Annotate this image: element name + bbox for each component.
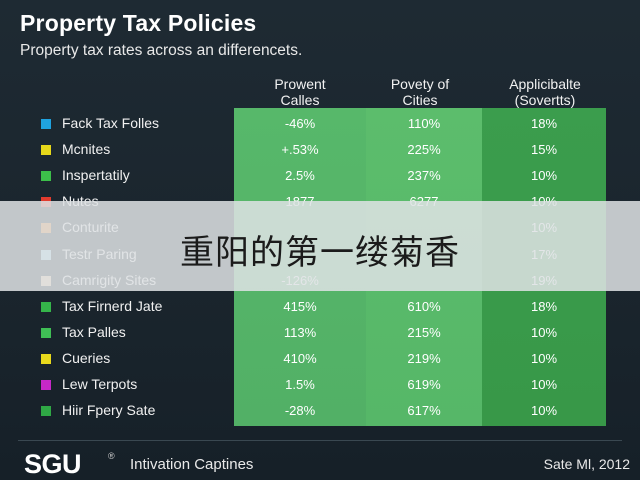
footer-logo-mark: ® (108, 451, 115, 461)
table-row: Mcnites +.53% 225% 15% (0, 137, 640, 163)
row-value-col-3: 10% (530, 168, 558, 184)
legend-bullet-icon (41, 406, 51, 417)
row-label: Lew Terpots (62, 376, 138, 392)
footer-divider (18, 440, 622, 441)
column-header-1-line2: Calles (280, 92, 320, 108)
legend-bullet-icon (41, 119, 51, 129)
row-label: Tax Firnerd Jate (62, 297, 163, 314)
legend-bullet-icon (41, 380, 51, 390)
row-value-col-3: 10% (530, 324, 558, 340)
row-value-col-2: 610% (407, 298, 441, 314)
row-value-col-1: 113% (283, 324, 317, 340)
overlay-banner: 重阳的第一缕菊香 (0, 201, 640, 291)
row-label: Inspertatily (62, 167, 130, 184)
column-header-3: Applicibalte (Sovertts) (486, 76, 604, 108)
row-value-col-1: 415% (283, 298, 317, 314)
table-row: Lew Terpots 1.5% 619% 10% (0, 372, 640, 398)
row-value-col-3: 10% (530, 403, 558, 419)
table-row: Inspertatily 2.5% 237% 10% (0, 163, 640, 189)
row-value-col-2: 237% (407, 168, 441, 184)
row-value-col-1: +.53% (281, 142, 319, 158)
page-title: Property Tax Policies (20, 10, 257, 36)
row-value-col-2: 110% (407, 116, 441, 131)
row-label: Fack Tax Folles (62, 115, 159, 131)
row-value-col-3: 18% (530, 298, 558, 314)
row-label: Tax Palles (62, 323, 126, 340)
row-label: Mcnites (62, 141, 111, 158)
row-value-col-3: 15% (530, 142, 558, 158)
row-value-col-3: 10% (530, 350, 558, 366)
table-row: Fack Tax Folles -46% 110% 18% (0, 111, 640, 137)
row-value-col-3: 10% (530, 377, 558, 392)
row-value-col-3: 18% (530, 116, 558, 131)
legend-bullet-icon (41, 301, 51, 312)
footer-logo: SGU (24, 449, 82, 479)
overlay-banner-text: 重阳的第一缕菊香 (180, 233, 460, 273)
row-value-col-2: 619% (407, 377, 441, 392)
row-value-col-2: 225% (407, 142, 441, 158)
legend-bullet-icon (41, 171, 51, 182)
row-value-col-1: 410% (283, 350, 317, 366)
row-value-col-1: 2.5% (285, 168, 315, 184)
legend-bullet-icon (41, 327, 51, 338)
column-header-3-line1: Applicibalte (509, 76, 581, 92)
legend-bullet-icon (41, 353, 51, 364)
table-row: Hiir Fpery Sate -28% 617% 10% (0, 398, 640, 424)
table-row: Cueries 410% 219% 10% (0, 346, 640, 372)
column-header-2: Povety of Cities (361, 76, 479, 108)
row-value-col-1: -28% (284, 403, 316, 419)
table-row: Tax Firnerd Jate 415% 610% 18% (0, 294, 640, 320)
footer-date: Sate Ml, 2012 (543, 456, 630, 472)
row-label: Cueries (62, 349, 111, 366)
row-value-col-2: 215% (407, 324, 441, 340)
row-value-col-1: 1.5% (285, 377, 315, 392)
row-label: Hiir Fpery Sate (62, 402, 156, 419)
legend-bullet-icon (41, 145, 51, 156)
column-header-2-line1: Povety of (390, 76, 450, 92)
column-header-3-line2: (Sovertts) (514, 92, 576, 108)
table-row: Tax Palles 113% 215% 10% (0, 320, 640, 346)
footer-caption: Intivation Captines (130, 456, 254, 473)
column-header-1: Prowent Calles (241, 76, 359, 108)
row-value-col-1: -46% (284, 116, 316, 131)
column-header-2-line2: Cities (402, 92, 438, 108)
row-value-col-2: 617% (407, 403, 441, 419)
row-value-col-2: 219% (407, 350, 441, 366)
column-header-1-line1: Prowent (274, 76, 326, 92)
page-subtitle: Property tax rates across an differencet… (20, 42, 303, 59)
